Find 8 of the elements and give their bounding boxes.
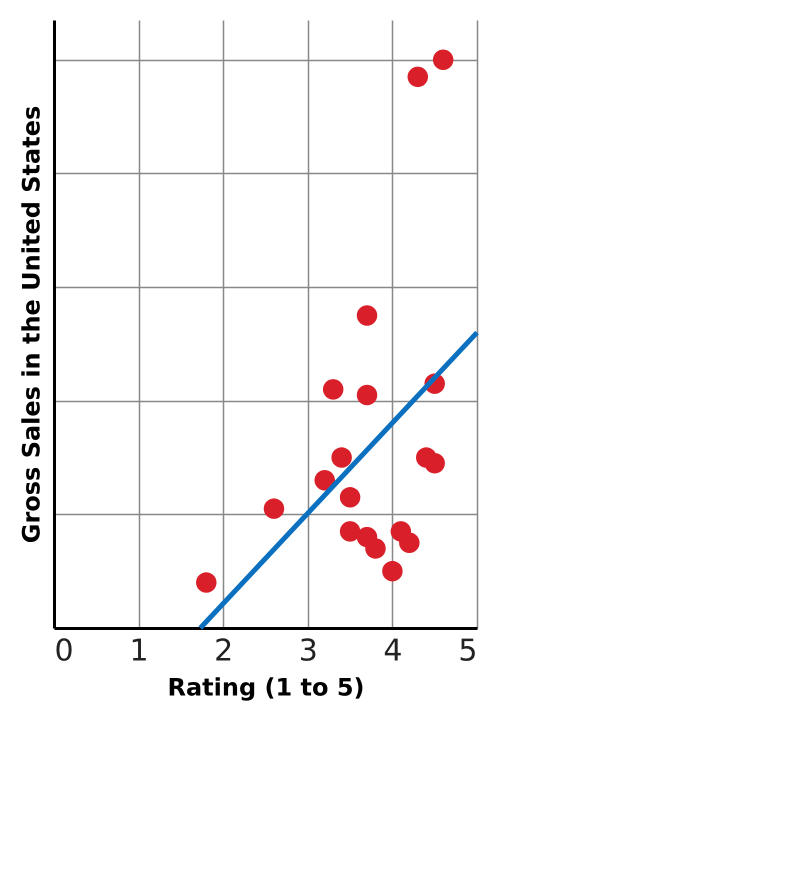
y-axis-title: Gross Sales in the United States — [18, 106, 46, 544]
x-tick-label: 1 — [130, 634, 149, 668]
x-tick-label: 4 — [383, 634, 402, 668]
x-tick-label: 2 — [214, 634, 234, 668]
x-tick-label: 0 — [54, 634, 74, 668]
x-tick-label: 5 — [458, 634, 478, 668]
x-axis-title: Rating (1 to 5) — [167, 674, 365, 702]
x-tick-label: 3 — [298, 634, 318, 668]
